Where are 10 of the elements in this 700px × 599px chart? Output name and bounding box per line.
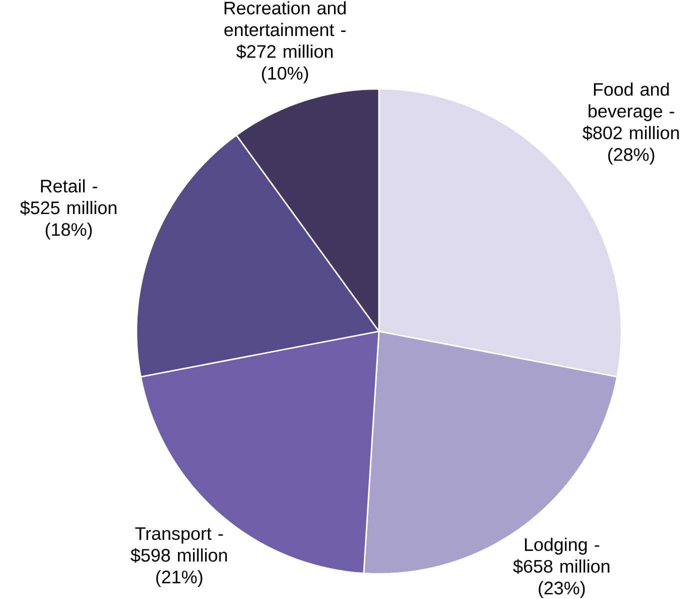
slice-label: Transport -: [135, 527, 223, 544]
slice-label: Recreation and entertainment -: [224, 1, 346, 36]
data-label: $658 million (23%): [513, 559, 610, 598]
slice-label: Retail -: [41, 179, 98, 192]
data-label: $272 million (10%): [236, 44, 333, 84]
data-label: $598 million (21%): [130, 548, 227, 587]
data-label: $525 million (18%): [20, 200, 116, 240]
slice-label: Lodging -: [525, 538, 600, 554]
slice-label: Food and beverage -: [588, 82, 674, 122]
data-label: $802 million (28%): [582, 126, 679, 164]
